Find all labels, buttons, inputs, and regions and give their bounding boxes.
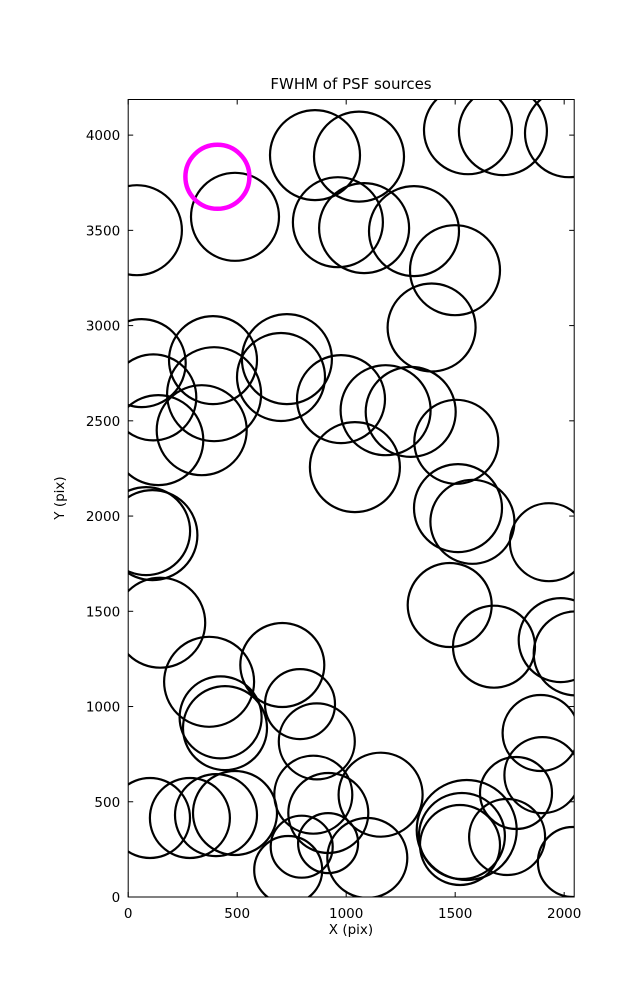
psf-sources-group: [128, 99, 575, 897]
axis-ticks-group: 0 500 1000 1500 2000 0 500 1000 1500 2000 2500 3000…: [86, 99, 581, 922]
psf-source-circle: [128, 394, 205, 487]
psf-source-circle: [312, 110, 406, 203]
psf-source-circle: [128, 184, 183, 277]
psf-source-circle: [189, 171, 281, 262]
y-tick-label: 500: [94, 795, 120, 811]
x-tick-label: 500: [224, 906, 250, 922]
psf-source-circle: [128, 353, 198, 442]
psf-source-circle: [364, 365, 457, 458]
y-tick-label: 0: [112, 890, 121, 906]
x-axis-label: X (pix): [329, 922, 373, 938]
psf-source-circle: [337, 751, 424, 838]
psf-source-circle: [291, 176, 384, 269]
psf-source-circle: [273, 754, 354, 835]
psf-source-circle: [297, 811, 360, 875]
psf-source-circle: [178, 675, 263, 760]
y-tick-label: 1000: [86, 700, 120, 716]
y-tick-label: 3500: [86, 223, 120, 239]
psf-source-circle: [501, 693, 575, 773]
psf-source-circle: [167, 315, 259, 406]
psf-source-circle: [263, 667, 337, 741]
psf-source-circle: [532, 610, 575, 697]
psf-source-circle: [478, 755, 554, 831]
psf-source-circle: [308, 421, 401, 514]
psf-source-circle: [367, 185, 461, 278]
psf-source-circle: [277, 702, 356, 781]
psf-source-circle: [148, 776, 231, 860]
psf-source-circle: [326, 816, 409, 897]
psf-source-circle: [457, 99, 548, 177]
psf-source-circle: [239, 621, 326, 709]
psf-source-circle: [508, 502, 575, 583]
psf-source-circle: [235, 331, 327, 423]
psf-source-circle: [173, 772, 259, 858]
y-tick-label: 1500: [86, 604, 120, 620]
psf-source-circle: [155, 384, 248, 477]
psf-source-circle: [128, 576, 207, 669]
y-axis-label: Y (pix): [52, 476, 68, 520]
y-tick-label: 2000: [86, 509, 120, 525]
psf-source-circle: [268, 109, 362, 202]
psf-source-circle: [166, 346, 263, 443]
psf-source-circle: [128, 489, 199, 582]
x-tick-label: 1500: [438, 906, 472, 922]
psf-source-circle: [503, 736, 575, 815]
x-tick-label: 1000: [329, 906, 363, 922]
psf-source-circle: [295, 354, 387, 445]
psf-source-circle: [536, 825, 575, 897]
psf-source-circle: [422, 99, 514, 176]
psf-source-circle: [408, 224, 502, 317]
psf-source-circle: [523, 99, 575, 179]
psf-source-circle: [240, 313, 333, 406]
y-tick-label: 3000: [86, 319, 120, 335]
psf-source-circle: [517, 597, 575, 684]
y-tick-label: 4000: [86, 128, 120, 144]
psf-source-circle: [253, 834, 324, 897]
axes-frame: [127, 99, 575, 898]
x-tick-label: 0: [124, 906, 133, 922]
psf-source-circle: [128, 486, 192, 577]
psf-source-circle: [339, 364, 432, 457]
plot-title: FWHM of PSF sources: [270, 75, 431, 93]
psf-source-circle: [181, 684, 269, 772]
psf-source-circle: [412, 463, 504, 554]
psf-source-circle: [191, 769, 279, 857]
psf-source-circle: [468, 797, 547, 877]
psf-source-circle: [269, 814, 334, 879]
highlighted-psf-circle: [183, 142, 252, 212]
psf-source-circle: [418, 803, 502, 887]
psf-source-circle: [163, 635, 256, 728]
psf-source-circle: [128, 776, 192, 860]
psf-source-circle: [318, 182, 411, 275]
psf-source-circle: [128, 318, 187, 409]
y-tick-label: 2500: [86, 414, 120, 430]
psf-source-circle: [417, 791, 506, 881]
x-tick-label: 2000: [547, 906, 581, 922]
